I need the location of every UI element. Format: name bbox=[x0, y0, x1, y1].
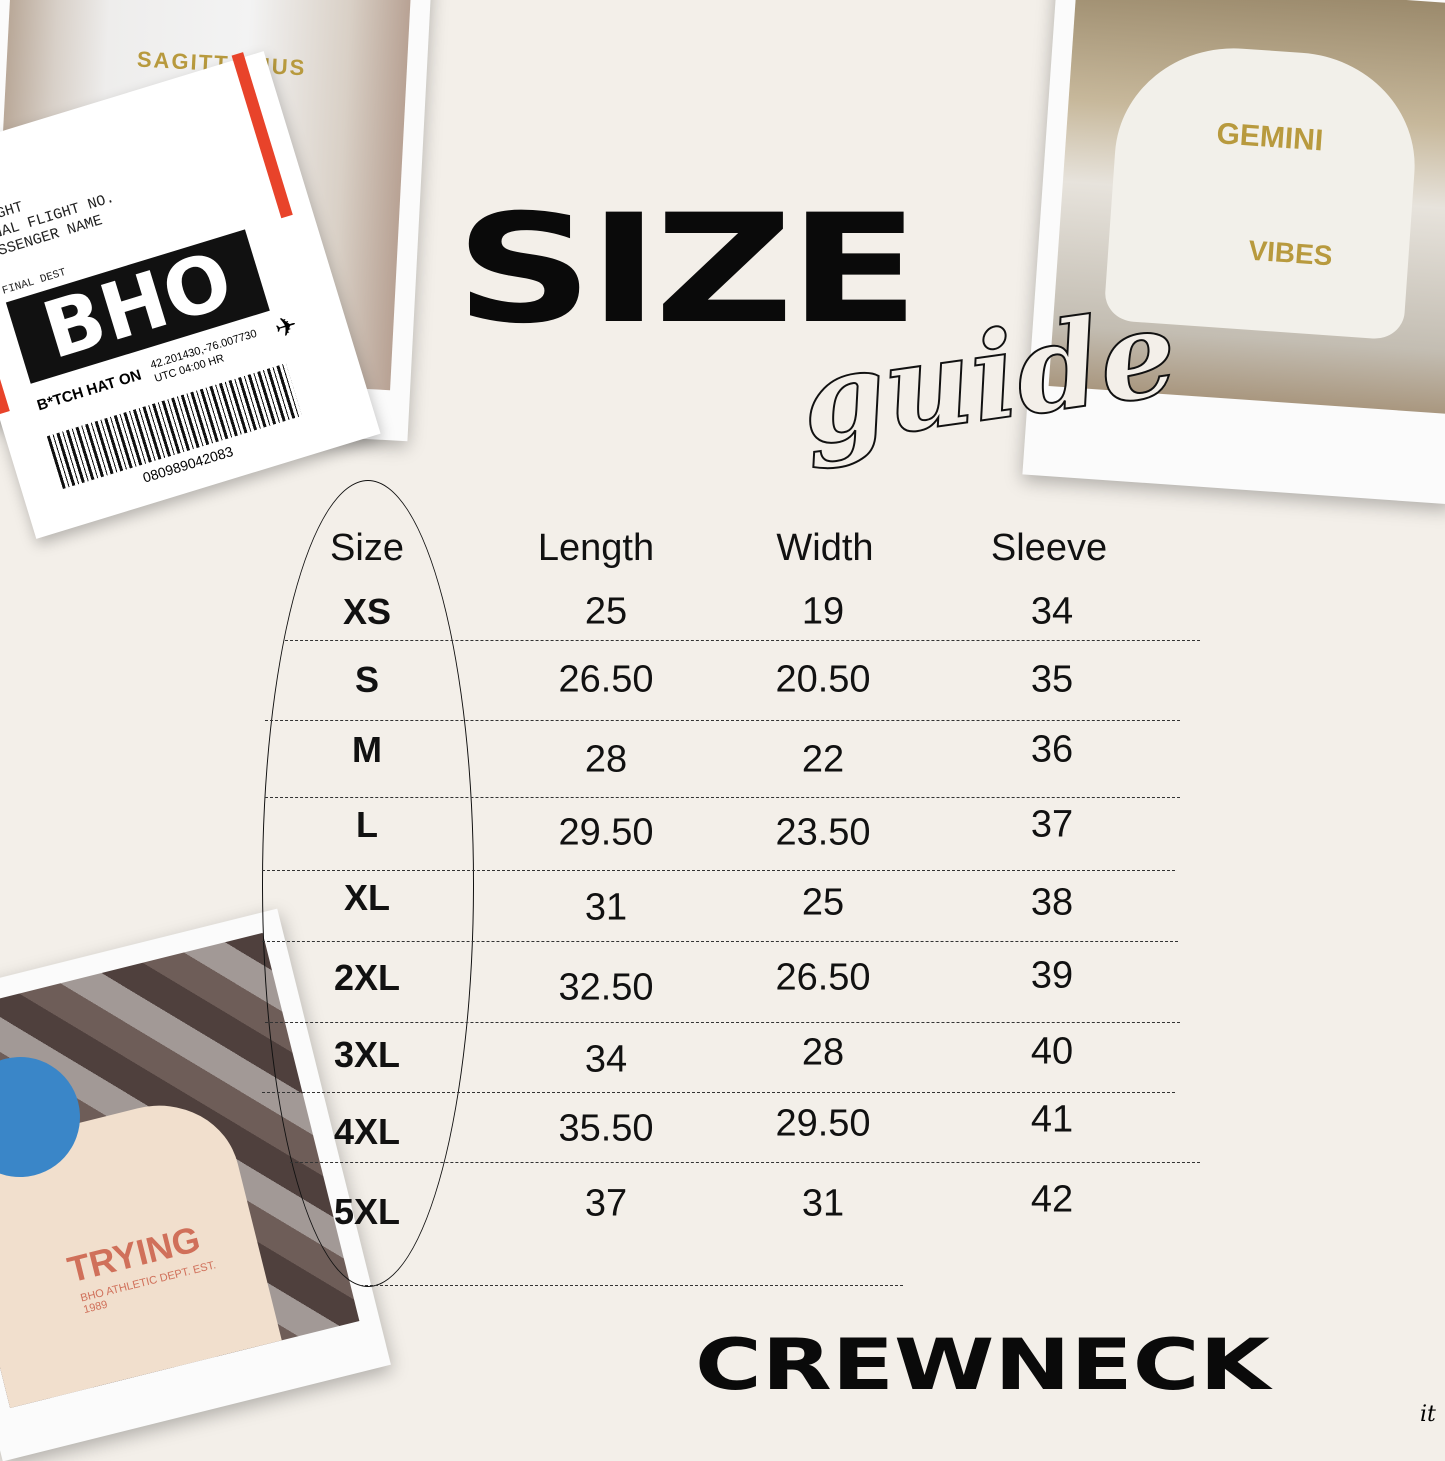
width-cell: 20.50 bbox=[775, 658, 871, 701]
row-divider bbox=[285, 640, 1200, 641]
column-header-size: Size bbox=[330, 527, 404, 569]
length-cell: 34 bbox=[584, 1038, 628, 1081]
row-divider bbox=[262, 1092, 1175, 1093]
size-cell: 4XL bbox=[333, 1111, 401, 1152]
length-cell: 25 bbox=[584, 590, 628, 633]
length-cell: 26.50 bbox=[558, 658, 654, 701]
airplane-icon: ✈ bbox=[271, 309, 301, 345]
size-cell: S bbox=[354, 659, 380, 700]
sleeve-cell: 37 bbox=[1030, 803, 1074, 846]
length-cell: 29.50 bbox=[558, 811, 654, 854]
length-cell: 35.50 bbox=[558, 1107, 654, 1150]
size-cell: 3XL bbox=[333, 1034, 401, 1075]
signature: it bbox=[1420, 1402, 1436, 1427]
sleeve-cell: 35 bbox=[1030, 658, 1074, 701]
row-divider bbox=[360, 1285, 903, 1286]
size-cell: L bbox=[356, 804, 378, 845]
sleeve-cell: 42 bbox=[1030, 1178, 1074, 1221]
print-vibes: VIBES bbox=[1247, 234, 1334, 272]
length-cell: 28 bbox=[584, 738, 628, 781]
size-cell: M bbox=[352, 729, 382, 770]
row-divider bbox=[265, 1022, 1180, 1023]
sleeve-cell: 39 bbox=[1030, 954, 1074, 997]
width-cell: 31 bbox=[801, 1182, 845, 1225]
sleeve-cell: 34 bbox=[1030, 590, 1074, 633]
size-column-ellipse bbox=[262, 480, 474, 1287]
row-divider bbox=[262, 870, 1175, 871]
sleeve-cell: 36 bbox=[1030, 728, 1074, 771]
width-cell: 23.50 bbox=[775, 811, 871, 854]
size-cell: 2XL bbox=[333, 957, 401, 998]
sleeve-cell: 38 bbox=[1030, 881, 1074, 924]
length-cell: 37 bbox=[584, 1182, 628, 1225]
row-divider bbox=[265, 797, 1180, 798]
row-divider bbox=[290, 1162, 1200, 1163]
width-cell: 25 bbox=[801, 881, 845, 924]
width-cell: 28 bbox=[801, 1031, 845, 1074]
ticket-code: BHO bbox=[5, 229, 270, 384]
width-cell: 19 bbox=[801, 590, 845, 633]
width-cell: 26.50 bbox=[775, 956, 871, 999]
length-cell: 31 bbox=[584, 886, 628, 929]
column-header-width: Width bbox=[776, 527, 874, 569]
size-cell: XL bbox=[343, 877, 391, 918]
product-name: CREWNECK bbox=[695, 1324, 1271, 1406]
sleeve-cell: 40 bbox=[1030, 1030, 1074, 1073]
column-header-sleeve: Sleeve bbox=[990, 527, 1108, 569]
column-header-length: Length bbox=[537, 527, 655, 569]
page-title: SIZE bbox=[455, 183, 920, 357]
width-cell: 29.50 bbox=[775, 1102, 871, 1145]
row-divider bbox=[262, 941, 1178, 942]
size-cell: 5XL bbox=[333, 1191, 401, 1232]
size-cell: XS bbox=[342, 591, 392, 632]
length-cell: 32.50 bbox=[558, 966, 654, 1009]
width-cell: 22 bbox=[801, 738, 845, 781]
ticket-labels: WEIGHT FINAL FLIGHT NO. PASSENGER NAME bbox=[0, 172, 122, 266]
sleeve-cell: 41 bbox=[1030, 1098, 1074, 1141]
row-divider bbox=[265, 720, 1180, 721]
